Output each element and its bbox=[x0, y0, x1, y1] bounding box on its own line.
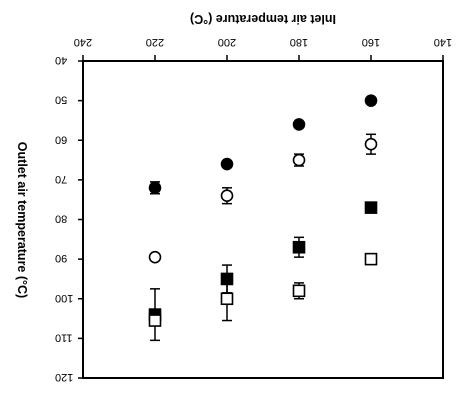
data-point-filled-square bbox=[292, 240, 306, 254]
series-open-circle bbox=[148, 133, 378, 264]
data-point-open-square bbox=[148, 314, 162, 327]
y-tick-label: 110 bbox=[55, 331, 73, 343]
data-point-open-circle bbox=[292, 153, 306, 167]
series-filled-square bbox=[148, 201, 378, 342]
data-point-filled-circle bbox=[364, 94, 378, 107]
x-axis: 140 160 180 200 220 240 bbox=[74, 36, 452, 61]
series-filled-circle bbox=[148, 94, 378, 195]
y-tick-label: 80 bbox=[55, 213, 67, 225]
y-tick-label: 100 bbox=[55, 292, 73, 304]
x-tick-label: 160 bbox=[362, 36, 380, 48]
data-point-filled-square bbox=[364, 201, 378, 214]
data-series bbox=[148, 94, 378, 342]
data-point-open-circle bbox=[220, 189, 234, 203]
data-point-open-square bbox=[364, 252, 378, 266]
y-axis-title: Outlet air temperature (°C) bbox=[15, 142, 29, 298]
y-tick-label: 90 bbox=[55, 252, 67, 264]
y-tick-label: 40 bbox=[55, 54, 67, 66]
data-point-open-square bbox=[292, 284, 306, 298]
data-point-open-circle bbox=[364, 137, 378, 151]
x-tick-label: 240 bbox=[74, 36, 92, 48]
y-tick-label: 50 bbox=[55, 94, 67, 106]
y-tick-label: 70 bbox=[55, 173, 67, 185]
x-tick-label: 180 bbox=[290, 36, 308, 48]
x-tick-label: 200 bbox=[218, 36, 236, 48]
x-tick-label: 140 bbox=[434, 36, 452, 48]
x-tick-label: 220 bbox=[146, 36, 164, 48]
series-open-square bbox=[148, 252, 378, 327]
y-axis: 40 50 60 70 80 90 100 110 120 bbox=[55, 54, 83, 383]
data-point-open-square bbox=[220, 292, 234, 306]
data-point-filled-circle bbox=[292, 118, 306, 131]
x-axis-title: Inlet air temperature (°C) bbox=[190, 12, 336, 26]
data-point-filled-circle bbox=[148, 181, 162, 195]
y-tick-label: 120 bbox=[55, 371, 73, 383]
y-tick-label: 60 bbox=[55, 133, 67, 145]
data-point-filled-circle bbox=[220, 157, 234, 171]
data-point-open-circle bbox=[148, 250, 162, 264]
plot-area-frame bbox=[82, 60, 444, 379]
